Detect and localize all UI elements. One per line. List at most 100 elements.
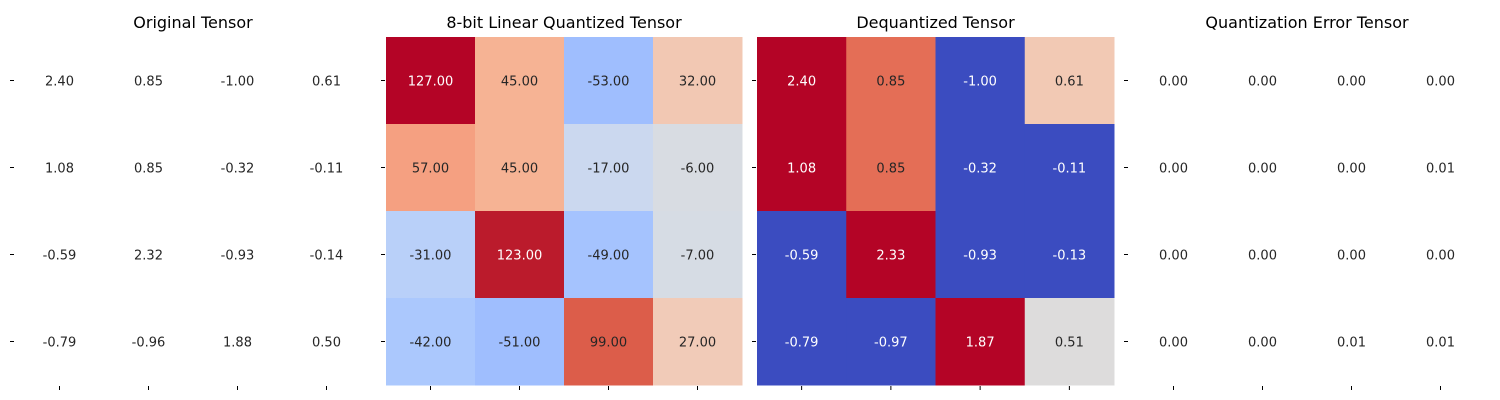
cell-value-label: 99.00 — [590, 336, 627, 351]
cell-value-label: 0.00 — [1337, 162, 1366, 177]
cell-value-label: -0.93 — [221, 249, 255, 264]
cell-value-label: -1.00 — [221, 75, 255, 90]
cell-value-label: -0.13 — [1053, 249, 1087, 264]
cell-value-label: 1.08 — [45, 162, 74, 177]
cell-value-label: -0.79 — [43, 336, 77, 351]
cell-value-label: -0.59 — [43, 249, 77, 264]
heatmap-cell — [757, 211, 847, 299]
heatmap-cell — [475, 37, 565, 125]
heatmap-cell — [846, 124, 936, 212]
cell-value-label: 32.00 — [679, 75, 716, 90]
cell-value-label: 2.40 — [787, 75, 816, 90]
cell-value-label: 0.00 — [1426, 249, 1455, 264]
cell-value-label: 0.85 — [876, 162, 905, 177]
heatmap-cell — [653, 37, 743, 125]
cell-value-label: 0.00 — [1248, 75, 1277, 90]
heatmap-cell — [935, 298, 1026, 386]
cell-value-label: 0.61 — [312, 75, 341, 90]
cell-value-label: 45.00 — [501, 162, 538, 177]
cell-value-label: -0.93 — [963, 249, 997, 264]
heatmap-cell — [1024, 37, 1115, 125]
cell-value-label: 0.61 — [1055, 75, 1084, 90]
cell-value-label: 1.87 — [966, 336, 995, 351]
cell-value-label: 0.00 — [1426, 75, 1455, 90]
cell-value-label: 0.00 — [1248, 249, 1277, 264]
cell-value-label: -31.00 — [410, 249, 452, 264]
heatmap-cell — [475, 298, 565, 386]
cell-value-label: 0.85 — [134, 162, 163, 177]
heatmap-cell — [846, 298, 936, 386]
cell-value-label: 2.32 — [134, 249, 163, 264]
heatmap-cell — [653, 298, 743, 386]
heatmap-cell — [653, 211, 743, 299]
cell-value-label: 0.00 — [1248, 162, 1277, 177]
heatmap-panel-1: Original Tensor 2.40 0.85 -1.00 0.61 1.08 0.85… — [10, 13, 343, 390]
cell-value-label: -0.32 — [221, 162, 255, 177]
cell-value-label: -0.32 — [963, 162, 997, 177]
cell-value-label: 0.00 — [1159, 336, 1188, 351]
cell-value-label: 0.00 — [1337, 249, 1366, 264]
cell-value-label: 0.00 — [1159, 249, 1188, 264]
cell-value-label: -0.97 — [874, 336, 908, 351]
heatmap-cell — [757, 37, 847, 125]
heatmap-cell — [935, 37, 1026, 125]
heatmap-cell — [846, 211, 936, 299]
heatmap-cell — [386, 124, 476, 212]
cell-value-label: -49.00 — [588, 249, 630, 264]
heatmap-cell — [475, 211, 565, 299]
cell-value-label: 0.51 — [1055, 336, 1084, 351]
heatmap-panel-3: Dequantized Tensor 2.40 0.85 -1.00 0.61 1.08 0… — [752, 13, 1115, 390]
heatmap-cell — [564, 298, 654, 386]
cell-value-label: -17.00 — [588, 162, 630, 177]
cell-value-label: 0.00 — [1159, 75, 1188, 90]
cell-value-label: -0.96 — [132, 336, 166, 351]
cell-value-label: 45.00 — [501, 75, 538, 90]
cell-value-label: 0.85 — [134, 75, 163, 90]
cell-value-label: 2.40 — [45, 75, 74, 90]
heatmap-cell — [935, 124, 1026, 212]
cell-value-label: 127.00 — [408, 75, 454, 90]
cell-value-label: 0.50 — [312, 336, 341, 351]
panel-title: Original Tensor — [133, 13, 253, 32]
cell-value-label: 0.00 — [1159, 162, 1188, 177]
panel-title: Quantization Error Tensor — [1205, 13, 1409, 32]
cell-value-label: -42.00 — [410, 336, 452, 351]
cell-value-label: 1.88 — [223, 336, 252, 351]
heatmap-panel-2: 8-bit Linear Quantized Tensor 127.00 45.00… — [381, 13, 743, 390]
heatmap-cell — [386, 211, 476, 299]
cell-value-label: 0.85 — [876, 75, 905, 90]
cell-value-label: 57.00 — [412, 162, 449, 177]
cell-value-label: -6.00 — [681, 162, 715, 177]
heatmap-cell — [564, 37, 654, 125]
cell-value-label: -53.00 — [588, 75, 630, 90]
cell-value-label: -7.00 — [681, 249, 715, 264]
heatmap-cell — [935, 211, 1026, 299]
cell-value-label: -0.14 — [310, 249, 344, 264]
cell-value-label: 0.01 — [1337, 336, 1366, 351]
heatmap-cell — [564, 211, 654, 299]
cell-value-label: -0.79 — [785, 336, 819, 351]
heatmap-cell — [386, 37, 476, 125]
cell-value-label: 1.08 — [787, 162, 816, 177]
cell-value-label: 0.01 — [1426, 336, 1455, 351]
panel-title: 8-bit Linear Quantized Tensor — [446, 13, 682, 32]
heatmap-cell — [564, 124, 654, 212]
heatmap-cell — [1024, 211, 1115, 299]
cell-value-label: -1.00 — [963, 75, 997, 90]
heatmap-cell — [757, 298, 847, 386]
heatmap-cell — [1024, 298, 1115, 386]
cell-value-label: 27.00 — [679, 336, 716, 351]
panel-title: Dequantized Tensor — [856, 13, 1015, 32]
cell-value-label: -51.00 — [499, 336, 541, 351]
heatmap-cell — [1024, 124, 1115, 212]
cell-value-label: 0.00 — [1337, 75, 1366, 90]
cell-value-label: -0.59 — [785, 249, 819, 264]
cell-value-label: 123.00 — [497, 249, 543, 264]
cell-value-label: -0.11 — [1053, 162, 1087, 177]
heatmap-cell — [475, 124, 565, 212]
heatmap-panel-4: Quantization Error Tensor 0.00 0.00 0.00 0.0… — [1124, 13, 1455, 390]
cell-value-label: 0.01 — [1426, 162, 1455, 177]
heatmap-cell — [386, 298, 476, 386]
heatmap-cell — [653, 124, 743, 212]
